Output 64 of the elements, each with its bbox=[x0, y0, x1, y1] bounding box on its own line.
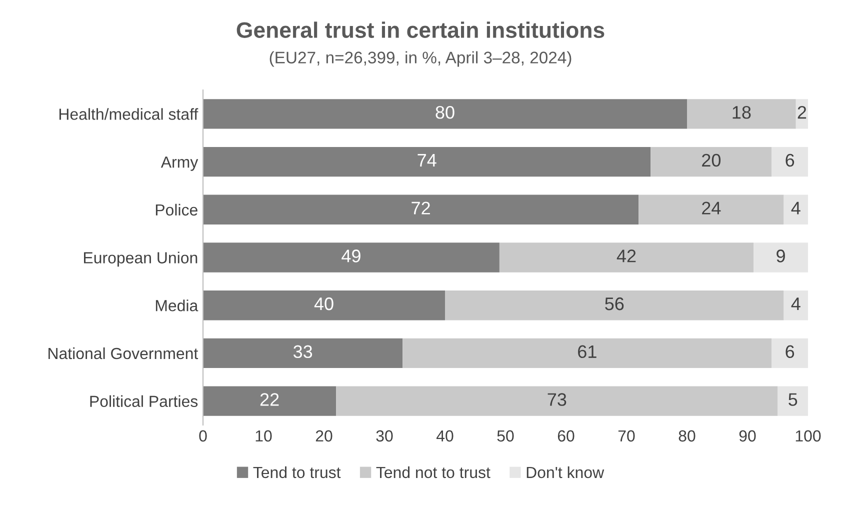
y-tick-label: National Government bbox=[48, 347, 198, 360]
bar bbox=[638, 194, 784, 224]
bar bbox=[778, 386, 808, 416]
bar bbox=[784, 290, 808, 320]
legend-label: Don't know bbox=[526, 466, 604, 478]
x-tick-label: 60 bbox=[558, 430, 574, 442]
bar bbox=[445, 290, 784, 320]
data-label: 4 bbox=[791, 202, 800, 214]
data-label: 20 bbox=[702, 154, 721, 167]
data-label: 74 bbox=[418, 154, 436, 166]
data-label: 4 bbox=[791, 298, 800, 310]
data-label: 42 bbox=[616, 250, 636, 262]
bar bbox=[772, 338, 808, 368]
data-label: 2 bbox=[798, 106, 806, 119]
x-tick-label: 100 bbox=[796, 430, 821, 442]
bar bbox=[336, 386, 778, 416]
y-tick-label: Police bbox=[156, 204, 198, 216]
bar bbox=[203, 242, 500, 272]
y-tick-label: Health/medical staff bbox=[59, 108, 198, 120]
bar bbox=[754, 242, 808, 272]
data-label: 40 bbox=[314, 297, 334, 310]
bar bbox=[402, 338, 772, 368]
data-label: 9 bbox=[776, 250, 785, 262]
data-label: 80 bbox=[436, 106, 454, 119]
y-tick-label: Political Parties bbox=[90, 395, 198, 408]
chart-title: General trust in certain institutions bbox=[236, 22, 604, 38]
bar bbox=[203, 338, 403, 368]
data-label: 6 bbox=[786, 345, 794, 358]
bar bbox=[784, 194, 808, 224]
bar bbox=[203, 146, 651, 177]
data-label: 56 bbox=[605, 297, 624, 310]
bar bbox=[203, 290, 445, 320]
bar bbox=[203, 194, 639, 224]
y-tick-label: European Union bbox=[84, 252, 198, 267]
data-label: 33 bbox=[293, 345, 312, 358]
y-tick-label: Army bbox=[160, 156, 198, 171]
x-tick-label: 10 bbox=[256, 430, 272, 442]
x-tick-label: 30 bbox=[376, 430, 393, 442]
bar bbox=[687, 99, 796, 129]
x-tick-label: 50 bbox=[497, 430, 514, 442]
x-tick-label: 0 bbox=[199, 430, 207, 442]
bar bbox=[499, 242, 754, 272]
legend-label: Tend not to trust bbox=[376, 466, 490, 478]
x-tick-label: 40 bbox=[436, 430, 454, 442]
bar bbox=[203, 386, 336, 416]
data-label: 5 bbox=[788, 393, 798, 406]
bar bbox=[203, 99, 687, 129]
data-label: 73 bbox=[548, 393, 566, 406]
data-label: 72 bbox=[412, 202, 430, 214]
x-tick-label: 90 bbox=[739, 430, 756, 442]
data-label: 6 bbox=[786, 154, 794, 167]
x-tick-label: 80 bbox=[678, 430, 696, 442]
data-label: 18 bbox=[732, 106, 751, 119]
bar bbox=[650, 146, 772, 177]
bar bbox=[772, 146, 808, 177]
y-tick-label: Media bbox=[156, 300, 198, 312]
data-label: 24 bbox=[702, 202, 721, 214]
x-tick-label: 70 bbox=[618, 430, 635, 442]
x-tick-label: 20 bbox=[316, 430, 332, 442]
chart-subtitle: (EU27, n=26,399, in %, April 3–28, 2024) bbox=[270, 51, 572, 67]
data-label: 49 bbox=[342, 250, 360, 262]
legend-label: Tend to trust bbox=[253, 466, 341, 478]
data-label: 61 bbox=[578, 345, 596, 358]
data-label: 22 bbox=[260, 393, 279, 406]
